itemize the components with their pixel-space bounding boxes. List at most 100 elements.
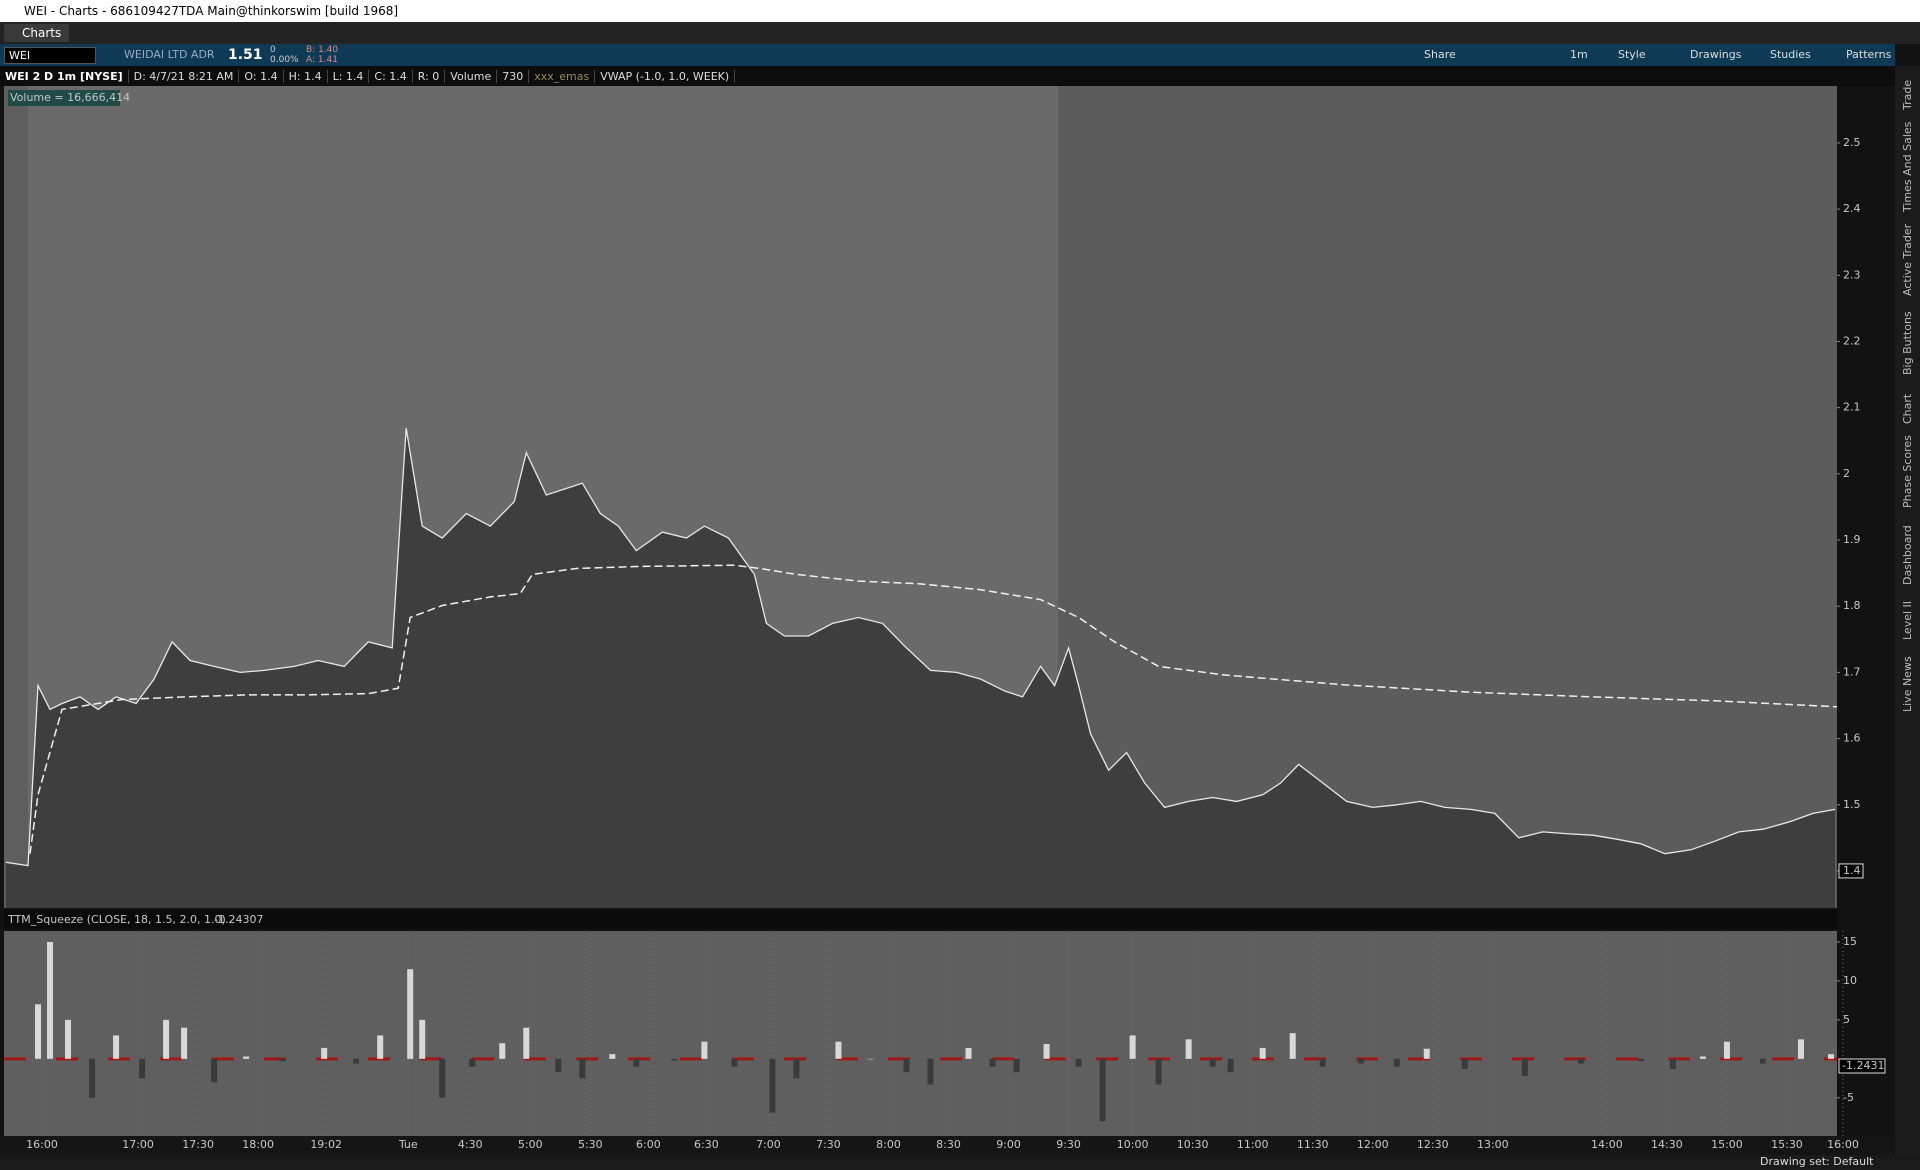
- y-tick-label: 1.7: [1843, 665, 1861, 678]
- y-tick-label: 15: [1843, 935, 1857, 948]
- info-item: O: 1.4: [239, 69, 284, 83]
- charts: 16:00 17:00 17:30 18:00 19:02 Tue 4:30 5:00 5:30…: [0, 86, 1895, 1155]
- squeeze-bar: [65, 1019, 72, 1059]
- squeeze-bar: [353, 1058, 360, 1064]
- price-area: [6, 428, 1835, 908]
- x-tick-label: 7:30: [816, 1138, 841, 1151]
- toolbar-button[interactable]: Studies: [1770, 48, 1811, 61]
- y-tick-label: 1.4: [1843, 864, 1861, 877]
- squeeze-bar: [1827, 1054, 1834, 1059]
- side-tab[interactable]: Big Buttons: [1901, 311, 1914, 375]
- x-tick-label: 17:30: [182, 1138, 214, 1151]
- toolbar-button[interactable]: Drawings: [1690, 48, 1742, 61]
- symbol-box[interactable]: WEI: [4, 47, 96, 64]
- y-tick-label: 1.8: [1843, 599, 1861, 612]
- squeeze-bar: [903, 1058, 910, 1073]
- side-tab[interactable]: Dashboard: [1901, 525, 1914, 585]
- y-tick-label: 10: [1843, 974, 1857, 987]
- study-value: -1.24307: [214, 913, 263, 926]
- squeeze-bar: [579, 1058, 586, 1079]
- side-tab[interactable]: Trade: [1901, 79, 1914, 110]
- squeeze-bar: [1393, 1058, 1400, 1067]
- x-tick-label: 6:00: [636, 1138, 661, 1151]
- value-box: [1838, 1058, 1886, 1074]
- side-tab[interactable]: Level II: [1901, 600, 1914, 640]
- last-price: 1.51: [228, 47, 263, 63]
- squeeze-bar: [139, 1058, 146, 1079]
- ask: A: 1.41: [306, 55, 338, 65]
- x-tick-label: 8:00: [876, 1138, 901, 1151]
- squeeze-bar: [1723, 1041, 1730, 1059]
- toolbar-button[interactable]: Share: [1424, 48, 1456, 61]
- x-tick-label: 15:30: [1771, 1138, 1803, 1151]
- side-tab[interactable]: Live News: [1901, 656, 1914, 712]
- squeeze-bar: [1075, 1058, 1082, 1067]
- toolbar-button[interactable]: 1m: [1570, 48, 1588, 61]
- squeeze-bar: [835, 1041, 842, 1059]
- y-tick-label: -5: [1843, 1091, 1854, 1104]
- x-tick-label: 12:00: [1357, 1138, 1389, 1151]
- squeeze-bar: [279, 1058, 286, 1062]
- change-pct: 0.00%: [270, 55, 299, 65]
- toolbar-button[interactable]: Style: [1618, 48, 1646, 61]
- y-tick-label: 1.5: [1843, 798, 1861, 811]
- squeeze-bar: [1797, 1039, 1804, 1059]
- volume-label-bg: [8, 90, 120, 106]
- tab[interactable]: Charts: [4, 24, 70, 42]
- price-line: [5, 428, 1836, 867]
- squeeze-bar: [701, 1041, 708, 1059]
- toolbar-button[interactable]: Patterns: [1846, 48, 1892, 61]
- squeeze-bar: [1155, 1058, 1162, 1085]
- study-bg: [4, 931, 1837, 1136]
- info-item: xxx_emas: [529, 69, 596, 83]
- x-tick-label: 16:00: [26, 1138, 58, 1151]
- x-tick-label: 17:00: [122, 1138, 154, 1151]
- squeeze-bar: [965, 1047, 972, 1059]
- squeeze-bar: [1461, 1058, 1468, 1069]
- price-box: [1838, 863, 1864, 879]
- tab-bar: Charts: [0, 22, 1920, 44]
- squeeze-bar: [633, 1058, 640, 1067]
- info-item: Volume: [445, 69, 498, 83]
- x-tick-label: 7:00: [756, 1138, 781, 1151]
- y-tick-label: 2.4: [1843, 202, 1861, 215]
- y-tick-label: 2.1: [1843, 401, 1861, 414]
- side-tab[interactable]: Chart: [1901, 393, 1914, 424]
- toolbar: WEI WEIDAI LTD ADR 1.51 0 0.00% B: 1.40 …: [0, 44, 1895, 66]
- squeeze-bar: [1357, 1058, 1364, 1064]
- vwap-line: [29, 564, 1838, 854]
- squeeze-bar: [469, 1058, 476, 1067]
- squeeze-bar: [1423, 1048, 1430, 1059]
- squeeze-bar: [1521, 1058, 1528, 1076]
- side-tab[interactable]: Times And Sales: [1901, 121, 1914, 212]
- side-tab[interactable]: Phase Scores: [1901, 435, 1914, 508]
- squeeze-bar: [1637, 1058, 1644, 1062]
- squeeze-bar: [1013, 1058, 1020, 1073]
- time-axis-bg: [0, 1136, 1895, 1155]
- squeeze-bar: [1259, 1047, 1266, 1059]
- squeeze-bar: [407, 969, 414, 1059]
- x-tick-label: 5:30: [578, 1138, 603, 1151]
- status-bar: [0, 1155, 1920, 1170]
- symbol: WEI: [9, 49, 31, 62]
- squeeze-bar: [1699, 1056, 1706, 1059]
- x-tick-label: 14:30: [1651, 1138, 1683, 1151]
- info-item: VWAP (-1.0, 1.0, WEEK): [595, 69, 736, 83]
- squeeze-bar: [1185, 1039, 1192, 1059]
- description: WEIDAI LTD ADR: [124, 48, 215, 61]
- x-tick-label: 16:00: [1827, 1138, 1859, 1151]
- squeeze-bar: [113, 1035, 120, 1059]
- side-tab[interactable]: Active Trader: [1901, 223, 1914, 296]
- y-tick-label: 1.9: [1843, 533, 1861, 546]
- squeeze-bar: [927, 1058, 934, 1085]
- window-title: WEI - Charts - 686109427TDA Main@thinkor…: [24, 4, 399, 18]
- info-item: D: 4/7/21 8:21 AM: [129, 69, 240, 83]
- squeeze-bar: [1577, 1058, 1584, 1064]
- squeeze-bar: [321, 1047, 328, 1059]
- squeeze-bar: [439, 1058, 446, 1098]
- x-tick-label: 9:00: [996, 1138, 1021, 1151]
- x-tick-label: 12:30: [1417, 1138, 1449, 1151]
- squeeze-bar: [1759, 1058, 1766, 1064]
- y-tick-label: 2: [1843, 467, 1850, 480]
